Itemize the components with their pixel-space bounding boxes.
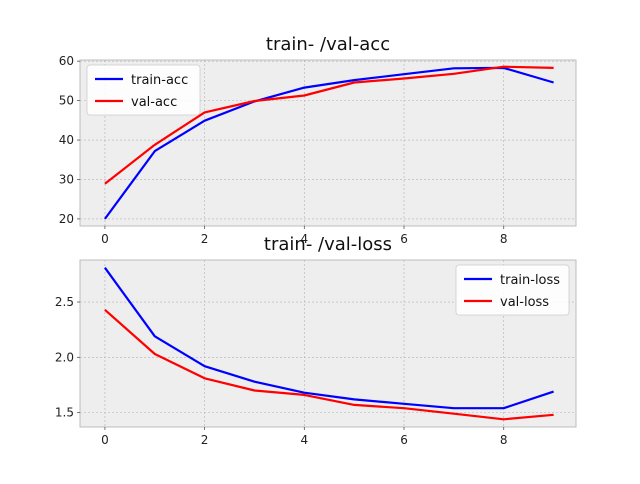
legend-box xyxy=(86,64,201,116)
legend: train-loss val-loss xyxy=(455,264,570,316)
series-line-val-acc xyxy=(104,65,554,185)
y-tick-label: 1.5 xyxy=(55,406,74,420)
x-tick-label: 4 xyxy=(301,433,309,447)
x-tick-label: 2 xyxy=(201,433,209,447)
series-line-train-loss xyxy=(104,267,554,410)
legend-label-train-loss: train-loss xyxy=(500,273,560,288)
x-tick-label: 6 xyxy=(400,232,408,246)
y-tick-label: 20 xyxy=(59,212,74,226)
chart-title: train- /val-loss xyxy=(264,234,392,255)
x-tick-label: 8 xyxy=(500,232,508,246)
y-tick-label: 60 xyxy=(59,54,74,68)
x-tick-label: 8 xyxy=(500,433,508,447)
series-line-train-acc xyxy=(104,66,554,220)
chart-title: train- /val-acc xyxy=(266,34,390,55)
x-tick-label: 6 xyxy=(400,433,408,447)
subplot-1: 0 2 4 6 8 1.5 2.0 2.5 train- /val-loss train-loss… xyxy=(55,234,577,447)
legend-label-train-acc: train-acc xyxy=(131,73,188,88)
y-tick-label: 40 xyxy=(59,133,74,147)
series-line-val-loss xyxy=(104,308,554,421)
y-tick-label: 50 xyxy=(59,94,74,108)
x-tick-label: 4 xyxy=(301,232,309,246)
y-tick-label: 30 xyxy=(59,172,74,186)
x-tick-label: 0 xyxy=(101,433,109,447)
x-tick-label: 2 xyxy=(201,232,209,246)
x-tick-label: 0 xyxy=(101,232,109,246)
legend-box xyxy=(455,264,570,316)
legend: train-acc val-acc xyxy=(86,64,201,116)
legend-label-val-loss: val-loss xyxy=(500,295,549,310)
subplot-0: 0 2 4 6 8 20 30 40 50 60 train- /val-acc train-acc v… xyxy=(59,34,577,246)
y-tick-label: 2.5 xyxy=(55,295,74,309)
y-tick-label: 2.0 xyxy=(55,350,74,364)
legend-label-val-acc: val-acc xyxy=(131,95,177,110)
